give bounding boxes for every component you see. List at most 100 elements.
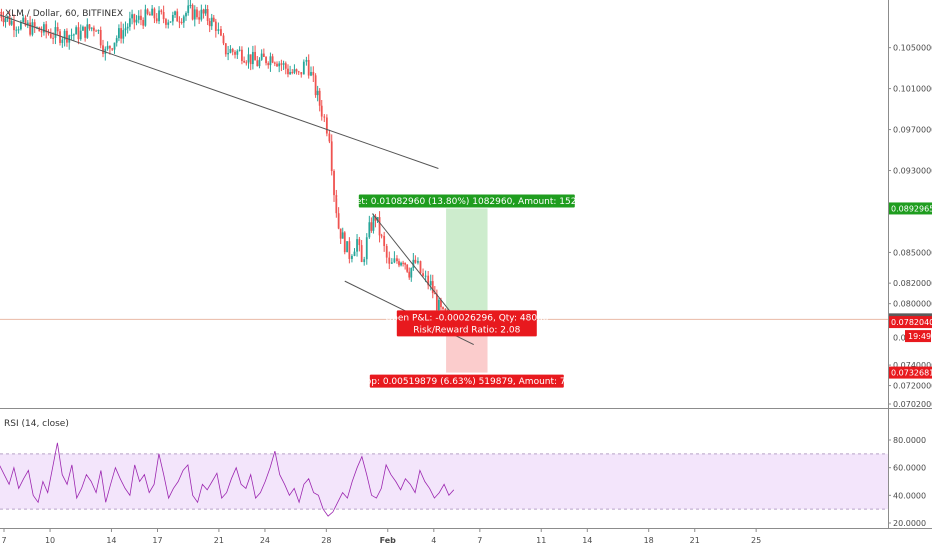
candle-body <box>8 16 11 25</box>
candle-body <box>66 30 68 43</box>
candle-body <box>282 63 285 65</box>
candle-body <box>208 20 211 27</box>
candle-body <box>160 10 163 13</box>
candle-body <box>26 22 29 26</box>
candle-body <box>0 11 3 18</box>
countdown-box <box>905 330 931 343</box>
candle-body <box>153 8 156 19</box>
candle-body <box>144 9 147 26</box>
price-tag-box <box>889 202 932 215</box>
candle-body <box>353 251 356 256</box>
candle-body <box>75 27 78 35</box>
candle-body <box>372 216 375 231</box>
target-zone <box>446 208 488 320</box>
candle-body <box>370 222 373 231</box>
candle-body <box>178 21 181 23</box>
candle-body <box>265 56 267 64</box>
candle-body <box>63 30 66 40</box>
candle-body <box>380 235 383 237</box>
candle-body <box>251 51 254 65</box>
candle-body <box>86 24 89 38</box>
candle-body <box>356 239 358 252</box>
time-tick-label: 10 <box>45 536 55 545</box>
price-tick-label: 0.08500000 <box>893 248 932 257</box>
candle-body <box>95 30 97 32</box>
candle-body <box>442 307 444 310</box>
candle-body <box>185 12 187 17</box>
candle-body <box>56 27 59 32</box>
candle-body <box>133 14 136 23</box>
candle-body <box>115 38 118 43</box>
candle-body <box>24 17 27 26</box>
candle-body <box>307 59 310 76</box>
candle-body <box>49 33 52 38</box>
rsi-title: RSI (14, close) <box>4 419 69 429</box>
candle-body <box>417 261 419 263</box>
candle-body <box>273 62 276 64</box>
price-tag-label: 0.07326817 <box>891 369 932 378</box>
time-tick-label: 7 <box>1 536 6 545</box>
target-label-box <box>358 194 575 208</box>
candle-body <box>365 237 368 260</box>
candle-body <box>122 30 125 39</box>
candle-body <box>247 54 250 63</box>
candle-body <box>126 26 129 29</box>
candle-body <box>236 50 239 55</box>
candle-body <box>284 63 287 69</box>
time-tick-label: 11 <box>536 536 546 545</box>
candle-body <box>124 28 127 31</box>
price-tick-label: 0.07400000 <box>893 361 932 370</box>
candle-body <box>93 27 95 31</box>
time-tick-label: 14 <box>582 536 592 545</box>
candle-body <box>435 294 438 311</box>
candle-body <box>262 53 265 57</box>
candle-body <box>316 90 319 96</box>
candle-body <box>70 34 73 36</box>
candle-body <box>90 27 93 29</box>
rsi-tick-label: 40.0000 <box>893 491 926 500</box>
candle-body <box>260 53 263 60</box>
price-tick-label: 0.07200000 <box>893 382 932 391</box>
candle-body <box>182 16 185 23</box>
time-tick-label: 21 <box>690 536 700 545</box>
candle-body <box>254 51 256 61</box>
candle-body <box>189 4 192 6</box>
candle-body <box>412 259 415 268</box>
candle-body <box>106 45 109 49</box>
candle-body <box>102 45 104 54</box>
candle-body <box>433 293 436 295</box>
candle-body <box>393 258 396 263</box>
price-tick-label: 0.10500000 <box>893 44 932 53</box>
candle-body <box>217 29 220 31</box>
candle-body <box>245 62 248 64</box>
candle-body <box>333 170 335 196</box>
candle-body <box>312 72 315 76</box>
price-tag-box <box>889 316 932 329</box>
candle-body <box>390 262 393 264</box>
candle-body <box>214 21 217 31</box>
candle-body <box>210 17 213 27</box>
candle-body <box>295 69 298 72</box>
time-tick-label: 18 <box>644 536 654 545</box>
candle-body <box>113 42 116 50</box>
candle-body <box>328 133 331 142</box>
candle-body <box>320 105 323 117</box>
candle-body <box>40 31 43 33</box>
chart-title: XLM / Dollar, 60, BITFINEX <box>5 9 123 19</box>
candle-body <box>351 255 353 259</box>
candle-body <box>388 257 391 264</box>
candle-body <box>249 54 252 65</box>
price-tick-label: 0.09300000 <box>893 167 932 176</box>
candle-body <box>162 12 165 20</box>
candle-body <box>400 262 402 266</box>
candle-body <box>220 29 222 36</box>
upper-descending-line <box>0 14 439 169</box>
candle-body <box>33 22 36 28</box>
rsi-tick-label: 60.0000 <box>893 464 926 473</box>
candle-body <box>120 28 122 39</box>
candle-body <box>398 261 400 266</box>
candle-body <box>155 18 158 22</box>
candle-body <box>140 15 142 21</box>
